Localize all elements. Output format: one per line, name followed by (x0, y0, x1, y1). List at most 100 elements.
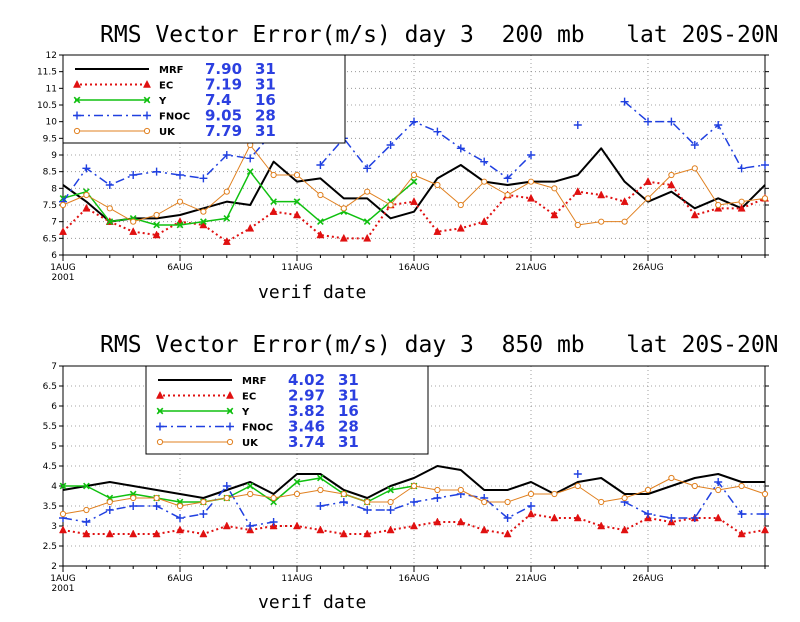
data-point (503, 514, 512, 522)
data-point (317, 218, 324, 226)
legend-marker (156, 422, 164, 431)
data-point (176, 171, 184, 179)
data-point (82, 203, 91, 212)
data-point (246, 154, 255, 163)
data-point (106, 205, 113, 212)
series-line (63, 477, 415, 503)
data-point (269, 518, 278, 526)
x-tick-label: 21AUG (515, 263, 546, 273)
data-point (363, 233, 372, 242)
data-point (270, 171, 277, 179)
legend-marker (155, 390, 165, 399)
data-point (737, 203, 746, 212)
data-point (690, 141, 699, 149)
x-tick-sublabel: 2001 (52, 273, 75, 283)
data-point (573, 513, 582, 522)
data-point (153, 494, 160, 502)
data-point (644, 510, 652, 518)
data-point (59, 482, 67, 490)
x-tick-label: 16AUG (398, 574, 429, 584)
data-point (386, 506, 395, 514)
data-point (153, 221, 160, 229)
data-point (621, 494, 628, 502)
legend-label: FNOC (159, 112, 190, 123)
legend-label: UK (159, 127, 176, 138)
legend-stat: 7.19 (205, 76, 242, 94)
legend-marker (225, 390, 235, 399)
data-point (153, 211, 160, 219)
data-point (223, 188, 230, 195)
legend-label: Y (158, 96, 167, 107)
x-tick-sublabel: 2001 (52, 584, 75, 594)
y-tick-label: 11 (46, 84, 57, 94)
y-tick-label: 5 (51, 442, 57, 452)
x-tick-label: 6AUG (167, 574, 192, 584)
legend: MRF 4.02 31 EC 2.97 31 Y 3.82 16 FNOC 3.46 28 UK 3.74… (145, 365, 429, 455)
legend-stat: 7.79 (205, 122, 242, 140)
legend-stat: 2.97 (288, 387, 325, 405)
data-point (223, 214, 231, 222)
data-point (130, 218, 137, 225)
legend-label: Y (241, 407, 250, 418)
y-tick-label: 2 (51, 562, 57, 572)
data-point (200, 208, 207, 215)
data-point (82, 529, 91, 538)
data-point (363, 164, 372, 173)
data-point (504, 191, 511, 199)
data-point (573, 187, 582, 195)
legend-count: 16 (255, 91, 276, 109)
data-point (456, 223, 465, 232)
data-point (409, 521, 419, 530)
data-point (433, 227, 442, 235)
legend-count: 31 (255, 60, 276, 78)
series-line (62, 131, 275, 203)
data-point (644, 195, 652, 202)
data-point (598, 218, 605, 225)
y-tick-label: 7 (51, 218, 57, 228)
series-line (62, 147, 766, 223)
y-tick-label: 7 (51, 362, 57, 372)
data-point (269, 207, 278, 215)
data-point (480, 525, 489, 534)
data-point (293, 198, 301, 206)
data-point (129, 529, 138, 538)
data-point (714, 121, 723, 129)
data-point (457, 486, 464, 494)
data-point (129, 502, 138, 510)
data-point (668, 171, 675, 179)
data-point (715, 201, 722, 209)
data-point (200, 498, 207, 506)
legend-label: MRF (159, 65, 183, 76)
data-point (246, 223, 255, 232)
data-point (386, 525, 395, 534)
x-axis-label: verif date (258, 592, 366, 613)
legend-stat: 3.82 (288, 402, 325, 420)
y-tick-label: 11.5 (37, 68, 57, 78)
data-point (339, 233, 348, 242)
data-point (82, 518, 91, 526)
data-point (667, 180, 676, 189)
legend-marker (143, 111, 151, 120)
legend-marker (73, 96, 81, 104)
data-point (59, 510, 67, 518)
data-point (573, 470, 582, 478)
series-mrf (62, 147, 766, 223)
legend-marker (226, 438, 234, 446)
data-point (573, 121, 582, 129)
x-tick-label: 21AUG (515, 574, 546, 584)
series-line (62, 170, 415, 226)
legend-count: 31 (255, 122, 276, 140)
data-point (316, 525, 325, 534)
data-point (246, 168, 254, 176)
data-point (82, 164, 91, 173)
data-point (481, 178, 488, 185)
legend-stat: 4.02 (288, 371, 325, 389)
data-point (737, 164, 746, 173)
data-point (59, 201, 67, 209)
data-point (317, 474, 324, 482)
data-point (199, 510, 208, 518)
data-point (270, 494, 277, 502)
data-point (222, 521, 231, 530)
data-point (761, 490, 769, 498)
data-point (643, 177, 653, 185)
